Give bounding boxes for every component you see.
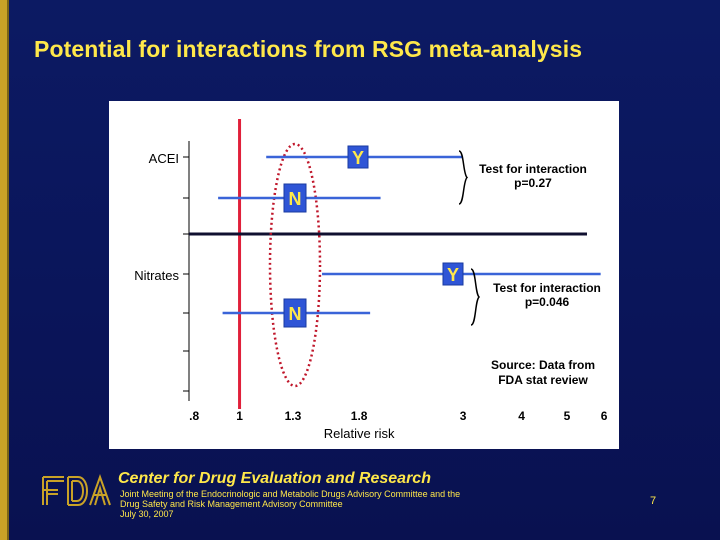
marker-label: N	[289, 304, 302, 324]
meeting-line-2: Drug Safety and Risk Management Advisory…	[120, 499, 343, 509]
axis-group: .8 1 1.3 1.8 3 4 5 6 Relative risk	[183, 141, 608, 441]
x-tick-label: 3	[460, 409, 467, 423]
marker-box	[283, 183, 307, 213]
interaction-brace	[458, 150, 469, 205]
interaction-annotation: p=0.046	[525, 295, 570, 309]
page-number: 7	[650, 495, 657, 507]
forest-plot-panel: .8 1 1.3 1.8 3 4 5 6 Relative risk Y N Y N ACEI Test…	[109, 101, 619, 449]
x-tick-label: 4	[518, 409, 525, 423]
center-name: Center for Drug Evaluation and Research	[118, 470, 431, 487]
interaction-annotation: Test for interaction	[493, 281, 601, 295]
marker-label: Y	[447, 265, 459, 285]
x-tick-label: 5	[564, 409, 571, 423]
interaction-annotation: Test for interaction	[479, 162, 587, 176]
x-tick-label: 1.3	[285, 409, 302, 423]
marker-box	[347, 145, 369, 169]
fda-logo-icon	[42, 474, 111, 506]
interaction-brace	[470, 268, 481, 326]
marker-box	[442, 262, 464, 286]
meeting-line-1: Joint Meeting of the Endocrinologic and …	[120, 489, 461, 499]
group-label-acei: ACEI	[149, 151, 179, 166]
marker-label: N	[289, 189, 302, 209]
x-axis-label: Relative risk	[324, 426, 395, 441]
x-tick-label: 1	[236, 409, 243, 423]
group-label-nitrates: Nitrates	[134, 268, 179, 283]
marker-label: Y	[352, 148, 364, 168]
slide-title: Potential for interactions from RSG meta…	[34, 36, 583, 62]
rows-group: Y N Y N	[218, 145, 601, 328]
x-tick-label: 1.8	[351, 409, 368, 423]
accent-bar	[0, 0, 9, 540]
source-note: Source: Data from	[491, 358, 595, 372]
source-note: FDA stat review	[498, 373, 588, 387]
forest-plot: .8 1 1.3 1.8 3 4 5 6 Relative risk Y N Y N ACEI Test…	[134, 119, 608, 441]
marker-box	[283, 298, 307, 328]
x-tick-label: .8	[189, 409, 199, 423]
meeting-date: July 30, 2007	[120, 509, 174, 519]
meeting-info: Joint Meeting of the Endocrinologic and …	[120, 489, 550, 519]
reference-group	[189, 119, 587, 409]
interaction-annotation: p=0.27	[514, 176, 552, 190]
highlight-ellipse	[268, 142, 322, 388]
x-tick-label: 6	[601, 409, 608, 423]
